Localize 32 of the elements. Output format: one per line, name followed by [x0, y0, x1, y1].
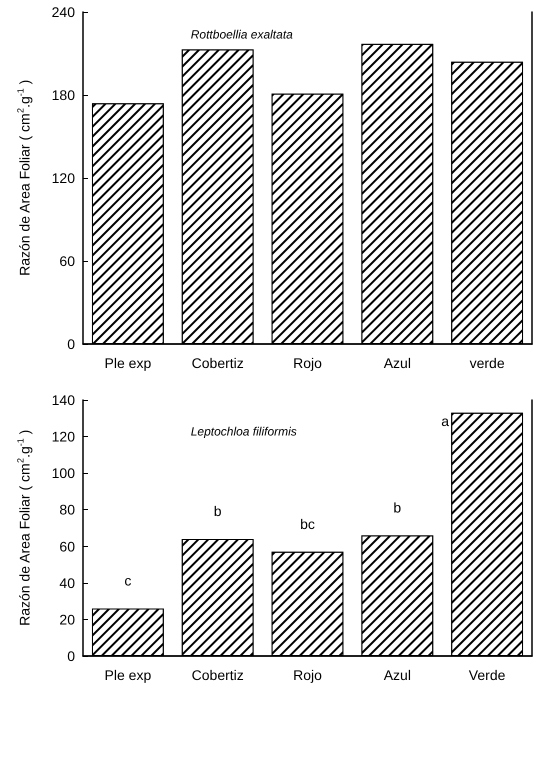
x-tick-label: Azul	[384, 355, 411, 371]
y-tick-label: 120	[52, 170, 76, 186]
y-axis-title: Razón de Area Foliar ( cm2.g-1 )	[16, 80, 32, 276]
y-tick-label: 0	[67, 648, 76, 664]
annotation: Leptochloa filiformis	[190, 424, 297, 439]
x-tick-label: Ple exp	[104, 355, 152, 371]
y-tick-label: 240	[52, 4, 76, 20]
y-tick-label: 100	[52, 465, 76, 482]
annotation: Rottboellia exaltata	[190, 28, 294, 42]
x-tick-label: Azul	[384, 667, 411, 683]
annotation: c	[124, 572, 132, 588]
annotation: b	[393, 499, 402, 516]
x-tick-label: Verde	[468, 667, 506, 683]
y-tick-label: 60	[59, 253, 76, 269]
y-axis-title: Razón de Area Foliar ( cm2.g-1 )	[16, 430, 32, 626]
y-tick-label: 120	[52, 428, 76, 445]
annotation: b	[214, 502, 222, 519]
y-tick-label: 80	[59, 502, 76, 518]
y-tick-label: 140	[52, 392, 76, 408]
x-tick-label: Cobertiz	[192, 667, 244, 683]
x-tick-label: Ple exp	[104, 667, 152, 683]
y-tick-label: 20	[59, 611, 76, 628]
x-tick-label: Rojo	[293, 667, 322, 683]
y-tick-label: 180	[52, 87, 76, 103]
y-tick-label: 0	[67, 336, 76, 352]
x-tick-label: verde	[470, 355, 505, 371]
annotation: bc	[300, 516, 315, 532]
annotation: a	[441, 412, 450, 429]
y-tick-label: 60	[59, 538, 76, 554]
x-tick-label: Cobertiz	[192, 355, 244, 371]
x-tick-label: Rojo	[293, 355, 322, 371]
y-tick-label: 40	[59, 574, 76, 591]
